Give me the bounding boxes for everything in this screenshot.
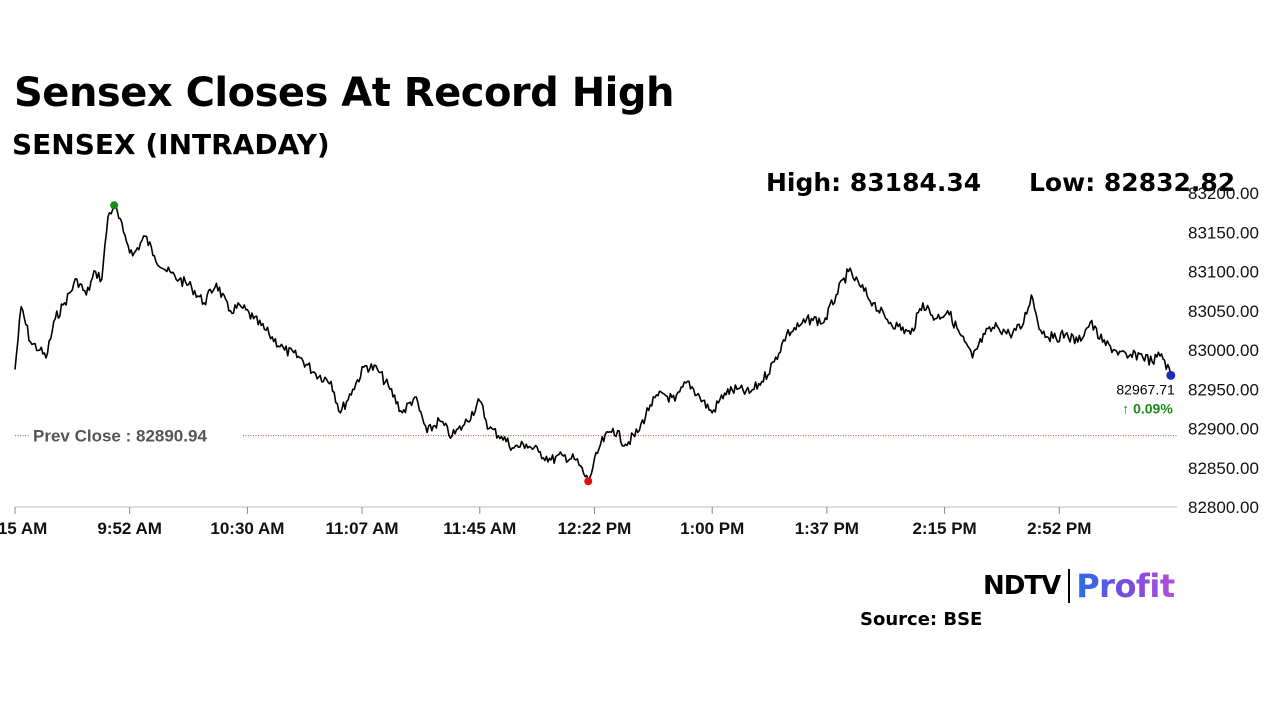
y-tick-label: 83200.00 <box>1188 184 1259 203</box>
y-tick-label: 82950.00 <box>1188 380 1259 399</box>
y-tick-label: 83050.00 <box>1188 302 1259 321</box>
low-marker <box>584 477 593 486</box>
logo-ndtv-text: NDTV <box>983 571 1061 601</box>
y-tick-label: 83100.00 <box>1188 263 1259 282</box>
prev-close-label: Prev Close : 82890.94 <box>33 427 207 446</box>
logo-divider <box>1068 569 1071 603</box>
x-tick-label: 2:52 PM <box>1027 519 1091 538</box>
x-tick-label: 11:07 AM <box>326 519 399 538</box>
y-tick-label: 83150.00 <box>1188 223 1259 242</box>
logo-profit-text: Profit <box>1076 567 1175 605</box>
change-percent-label: ↑ 0.09% <box>1122 400 1173 416</box>
last-price-label: 82967.71 <box>1116 381 1175 397</box>
high-marker <box>110 201 119 210</box>
x-tick-label: 12:22 PM <box>558 519 632 538</box>
last-price-marker <box>1166 370 1176 380</box>
x-tick-label: 1:00 PM <box>680 519 744 538</box>
y-tick-label: 82850.00 <box>1188 459 1259 478</box>
x-tick-label: 10:30 AM <box>210 519 284 538</box>
low-stat: Low: 82832.82 <box>1029 168 1236 197</box>
x-tick-label: 2:15 PM <box>912 519 976 538</box>
x-tick-label: 9:52 AM <box>97 519 162 538</box>
x-tick-label: 11:45 AM <box>443 519 516 538</box>
x-tick-label: 1:37 PM <box>795 519 859 538</box>
y-tick-label: 82800.00 <box>1188 498 1259 517</box>
chart-subtitle: SENSEX (INTRADAY) <box>12 128 330 161</box>
y-tick-label: 82900.00 <box>1188 420 1259 439</box>
source-note: Source: BSE <box>860 609 983 630</box>
chart-title: Sensex Closes At Record High <box>14 70 675 116</box>
price-line <box>14 204 1172 482</box>
ndtv-profit-logo: NDTV Profit <box>983 567 1175 605</box>
high-stat: High: 83184.34 <box>766 168 982 197</box>
y-tick-label: 83000.00 <box>1188 341 1259 360</box>
x-tick-label: 9:15 AM <box>0 519 47 538</box>
